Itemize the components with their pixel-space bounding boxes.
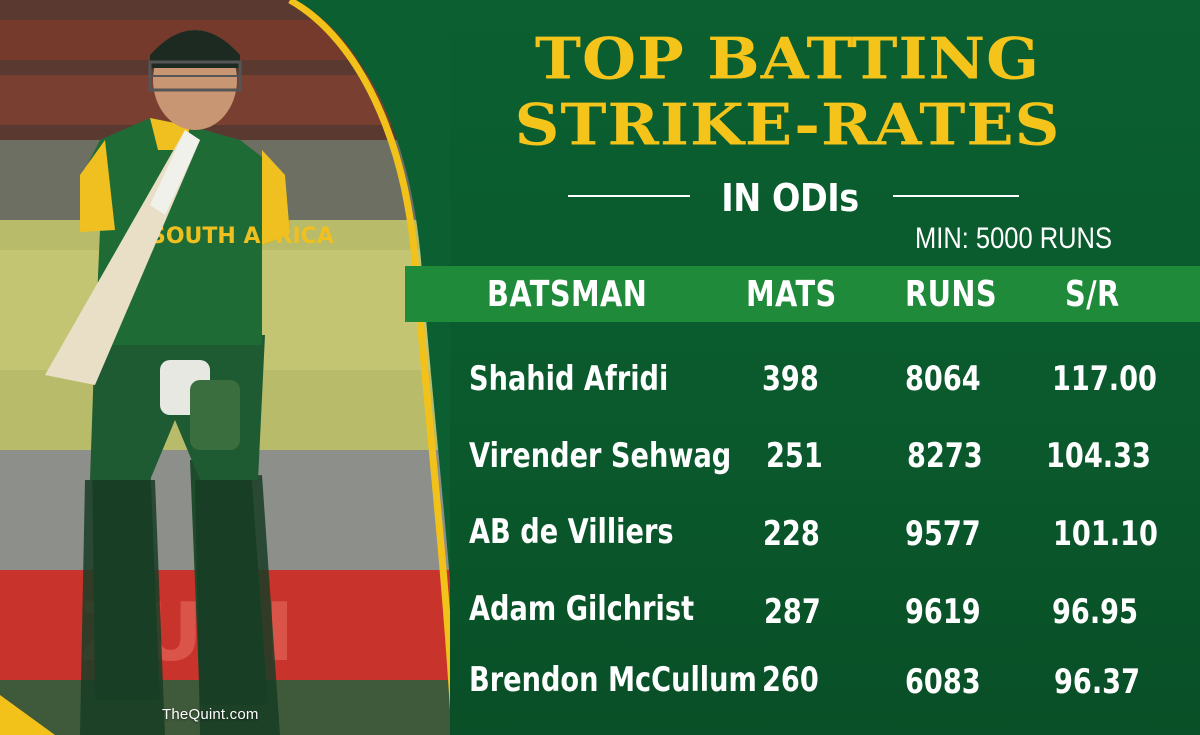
row-5-runs: 6083: [905, 662, 981, 702]
column-header-batsman: BATSMAN: [487, 274, 648, 315]
row-4-mats: 287: [764, 592, 821, 632]
subtitle-rule-left: [568, 195, 690, 197]
source-watermark: TheQuint.com: [162, 706, 259, 723]
row-3-mats: 228: [763, 514, 820, 554]
row-5-mats: 260: [762, 660, 819, 700]
row-5-batsman: Brendon McCullum: [469, 660, 757, 700]
column-header-runs: RUNS: [905, 274, 998, 315]
row-2-sr: 104.33: [1046, 436, 1151, 476]
row-3-runs: 9577: [905, 514, 981, 554]
row-2-mats: 251: [766, 436, 823, 476]
title-line-1: TOP BATTING: [534, 24, 1041, 93]
column-header-sr: S/R: [1065, 274, 1120, 315]
player-photo: ZURI SOUTH AFRICA: [0, 0, 450, 735]
qualification-note: MIN: 5000 RUNS: [915, 222, 1112, 255]
jersey-text: SOUTH AFRICA: [150, 224, 334, 249]
row-3-sr: 101.10: [1053, 514, 1158, 554]
row-1-batsman: Shahid Afridi: [469, 359, 669, 399]
title-line-2: STRIKE-RATES: [514, 90, 1061, 159]
row-4-batsman: Adam Gilchrist: [469, 589, 695, 629]
column-header-mats: MATS: [746, 274, 837, 315]
row-1-runs: 8064: [905, 359, 981, 399]
row-2-runs: 8273: [907, 436, 983, 476]
row-2-batsman: Virender Sehwag: [469, 436, 732, 476]
row-4-runs: 9619: [905, 592, 981, 632]
subtitle: IN ODIs: [721, 176, 859, 220]
table-header-band: [405, 266, 1200, 322]
row-3-batsman: AB de Villiers: [469, 512, 674, 552]
row-5-sr: 96.37: [1054, 662, 1141, 702]
row-4-sr: 96.95: [1052, 592, 1139, 632]
subtitle-rule-right: [893, 195, 1019, 197]
row-1-sr: 117.00: [1052, 359, 1157, 399]
row-1-mats: 398: [762, 359, 819, 399]
